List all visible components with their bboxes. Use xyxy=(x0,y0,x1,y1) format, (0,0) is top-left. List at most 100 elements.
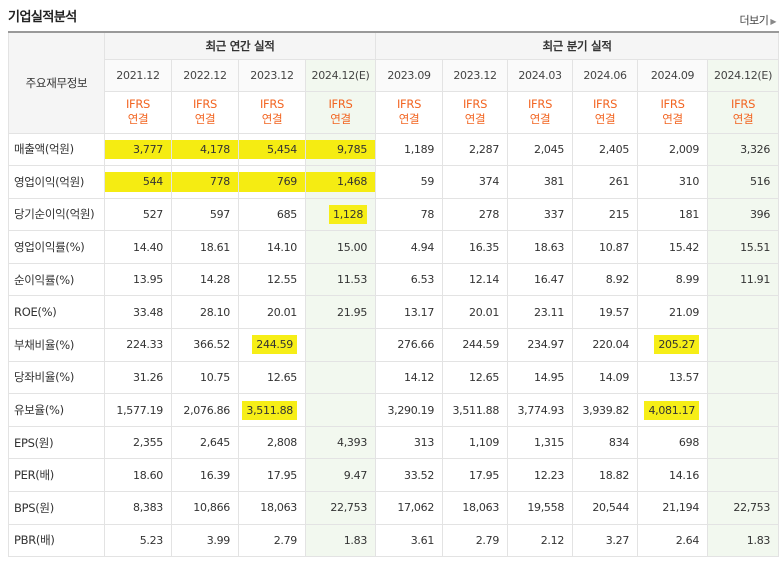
cell-value: 1.83 xyxy=(343,533,368,547)
table-cell: 23.11 xyxy=(507,295,574,330)
table-row: 당기순이익(억원) 527 597 685 1,128 78 278 337 215 181 396 xyxy=(8,197,780,232)
table-cell: 1,315 xyxy=(507,425,574,460)
cell-value: 834 xyxy=(608,436,630,450)
cell-value: 1,468 xyxy=(337,175,368,189)
table-cell: 14.12 xyxy=(375,360,444,395)
cell-value: 1.83 xyxy=(746,533,771,547)
row-label: 당기순이익(억원) xyxy=(8,197,105,232)
table-cell: 20,544 xyxy=(572,491,639,525)
table-cell: 3.99 xyxy=(171,523,239,558)
table-cell: 11.53 xyxy=(304,262,377,297)
row-label: BPS(원) xyxy=(8,491,105,525)
table-cell: 834 xyxy=(572,425,639,460)
accounting-standard: IFRS 연결 xyxy=(637,90,709,134)
table-cell: 3,326 xyxy=(707,132,780,167)
period-header: 2022.12 xyxy=(171,58,239,92)
table-cell: 685 xyxy=(238,197,306,232)
table-cell: 1.83 xyxy=(707,523,780,558)
standard-consolidated: 연결 xyxy=(529,112,551,126)
cell-value: 18.82 xyxy=(599,468,630,482)
table-cell xyxy=(304,328,377,362)
standard-consolidated: 연결 xyxy=(330,112,351,126)
cell-value: 2,045 xyxy=(534,142,565,156)
cell-value: 4,081.17 xyxy=(644,400,700,420)
cell-value: 3,290.19 xyxy=(387,403,435,417)
cell-value: 6.53 xyxy=(410,273,435,287)
table-cell: 13.17 xyxy=(375,295,444,330)
cell-value: 12.23 xyxy=(534,468,565,482)
standard-consolidated: 연결 xyxy=(662,112,683,126)
more-link[interactable]: 더보기 ▶ xyxy=(739,12,776,28)
cell-value: 234.97 xyxy=(527,338,565,352)
table-cell: 337 xyxy=(507,197,574,232)
cell-value: 20.01 xyxy=(469,305,500,319)
page-title: 기업실적분석 xyxy=(8,10,77,25)
cell-value: 3.99 xyxy=(206,533,231,547)
cell-value: 16.47 xyxy=(534,273,565,287)
table-cell xyxy=(707,393,780,427)
table-cell: 78 xyxy=(375,197,444,232)
cell-value: 20,544 xyxy=(592,501,630,515)
table-row: PER(배) 18.60 16.39 17.95 9.47 33.52 17.95 12.23… xyxy=(8,458,780,493)
table-cell: 28.10 xyxy=(171,295,239,330)
cell-value: 516 xyxy=(749,175,771,189)
table-cell: 12.55 xyxy=(238,262,306,297)
cell-value: 4,393 xyxy=(337,436,368,450)
table-cell: 4.94 xyxy=(375,230,444,264)
standard-consolidated: 연결 xyxy=(732,112,754,126)
cell-value: 8,383 xyxy=(133,501,163,515)
table-cell: 14.28 xyxy=(171,262,239,297)
table-cell: 374 xyxy=(442,165,509,199)
standard-consolidated: 연결 xyxy=(194,112,216,126)
cell-value: 396 xyxy=(749,207,771,221)
table-cell: 381 xyxy=(507,165,574,199)
table-cell: 261 xyxy=(572,165,639,199)
table-cell: 3,939.82 xyxy=(572,393,639,427)
table-cell: 10,866 xyxy=(171,491,239,525)
corner-header: 주요재무정보 xyxy=(8,31,105,134)
table-cell: 15.51 xyxy=(707,230,780,264)
table-cell: 313 xyxy=(375,425,444,460)
table-row: 부채비율(%) 224.33 366.52 244.59 276.66 244.59 234… xyxy=(8,328,780,362)
row-label: 매출액(억원) xyxy=(8,132,105,167)
cell-value: 11.91 xyxy=(740,273,771,287)
table-row: 당좌비율(%) 31.26 10.75 12.65 14.12 12.65 14.95 14.… xyxy=(8,360,780,395)
table-cell: 527 xyxy=(104,197,172,232)
cell-value: 3,511.88 xyxy=(452,403,500,417)
table-cell: 3.61 xyxy=(375,523,444,558)
table-cell: 10.75 xyxy=(171,360,239,395)
cell-value: 10.87 xyxy=(599,240,630,254)
table-cell: 181 xyxy=(637,197,709,232)
cell-value: 220.04 xyxy=(592,338,630,352)
table-cell: 16.35 xyxy=(442,230,509,264)
cell-value: 33.48 xyxy=(133,305,163,319)
table-row: 유보율(%) 1,577.19 2,076.86 3,511.88 3,290.19 3,… xyxy=(8,393,780,427)
standard-ifrs: IFRS xyxy=(731,97,756,111)
cell-value: 8.99 xyxy=(675,273,700,287)
table-cell: 1,577.19 xyxy=(104,393,172,427)
standard-ifrs: IFRS xyxy=(192,97,218,111)
table-cell: 9,785 xyxy=(304,132,377,167)
table-cell: 2.64 xyxy=(637,523,709,558)
cell-value: 2,355 xyxy=(133,436,163,450)
table-row: 영업이익률(%) 14.40 18.61 14.10 15.00 4.94 16.35 18.… xyxy=(8,230,780,264)
cell-value: 9.47 xyxy=(343,468,368,482)
cell-value: 17,062 xyxy=(397,501,435,515)
table-cell: 33.52 xyxy=(375,458,444,493)
row-label: ROE(%) xyxy=(8,295,105,330)
period-header: 2023.12 xyxy=(442,58,509,92)
table-cell: 2,355 xyxy=(104,425,172,460)
table-cell: 8.92 xyxy=(572,262,639,297)
cell-value: 18.63 xyxy=(534,240,565,254)
cell-value: 18,063 xyxy=(462,501,500,515)
cell-value: 769 xyxy=(276,175,297,189)
cell-value: 2,808 xyxy=(267,436,297,450)
table-cell: 3,511.88 xyxy=(442,393,509,427)
table-row: EPS(원) 2,355 2,645 2,808 4,393 313 1,109 1,315 8… xyxy=(8,425,780,460)
table-cell: 1,128 xyxy=(304,197,377,232)
row-label: 당좌비율(%) xyxy=(8,360,105,395)
table-cell: 2.79 xyxy=(238,523,306,558)
table-cell: 1,109 xyxy=(442,425,509,460)
table-cell: 1,189 xyxy=(375,132,444,167)
cell-value: 20.01 xyxy=(267,305,297,319)
